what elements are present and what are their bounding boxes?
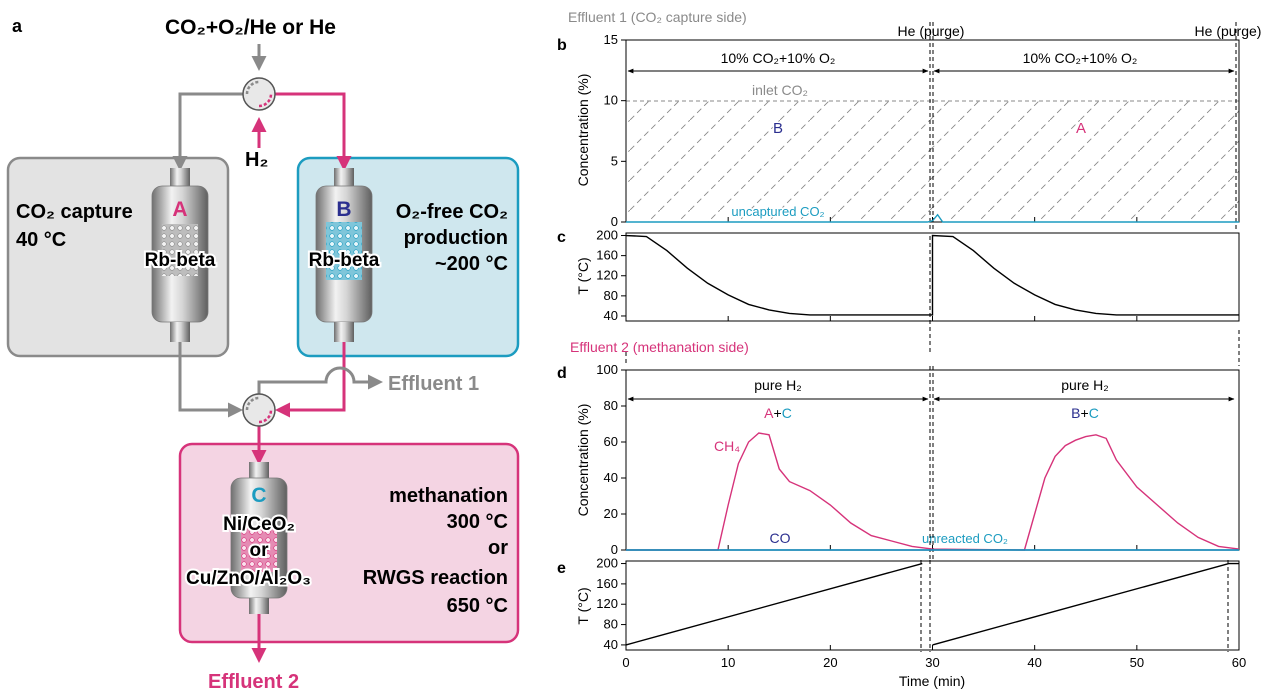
- plot-axes: 1510502001601208040100806040200200160120…: [596, 22, 1246, 670]
- reactor-b-letter: B: [336, 198, 351, 221]
- ytick-label-b: 0: [611, 214, 618, 229]
- effluent1-title: Effluent 1 (CO₂ capture side): [568, 9, 747, 25]
- ylabel-d: Concentration (%): [575, 404, 591, 517]
- reactor-c-or: or: [250, 540, 270, 561]
- ylabel-c: T (°C): [575, 257, 591, 294]
- reactor-a: [151, 168, 209, 342]
- d-window1-label: pure H₂: [754, 377, 801, 393]
- ytick-label-c: 200: [596, 228, 618, 243]
- purge-label-2: He (purge): [1195, 23, 1262, 39]
- flow-lines: [172, 44, 383, 663]
- reactor-b-material: Rb-beta: [309, 250, 380, 271]
- ytick-label-b: 10: [604, 93, 618, 108]
- ytick-label-d: 20: [604, 506, 618, 521]
- inlet-co2-label: inlet CO₂: [752, 82, 808, 98]
- xtick-label: 30: [925, 655, 939, 670]
- ytick-label-e: 80: [604, 617, 618, 632]
- methanation-line5: 650 °C: [447, 595, 508, 617]
- reactor-c-material2: Cu/ZnO/Al₂O₃: [186, 568, 311, 589]
- b-region1-label: B: [773, 120, 783, 137]
- reactor-c: [230, 462, 288, 614]
- co-label: CO: [770, 530, 791, 546]
- xtick-label: 60: [1232, 655, 1246, 670]
- capture-title: CO₂ capture: [16, 201, 133, 223]
- purge-label-1: He (purge): [898, 23, 965, 39]
- inlet-co2-hatch: [626, 101, 1239, 222]
- methanation-line4: RWGS reaction: [363, 567, 508, 589]
- ytick-label-c: 160: [596, 248, 618, 263]
- frame-e: [625, 560, 1240, 651]
- ytick-label-d: 0: [611, 542, 618, 557]
- xtick-label: 0: [622, 655, 629, 670]
- series-c-0: [625, 234, 1239, 316]
- reactor-c-material1: Ni/CeO₂: [223, 514, 295, 535]
- ytick-label-b: 5: [611, 153, 618, 168]
- xlabel: Time (min): [899, 673, 965, 689]
- xtick-label: 20: [823, 655, 837, 670]
- series-e-0: [625, 562, 1239, 646]
- effluent1-label: Effluent 1: [388, 373, 479, 395]
- panel-label-b: b: [557, 37, 567, 54]
- xtick-label: 40: [1027, 655, 1041, 670]
- ytick-label-e: 40: [604, 637, 618, 652]
- ylabel-b: Concentration (%): [575, 74, 591, 187]
- d-label-2: B+C: [1071, 405, 1099, 421]
- panel-label-e: e: [557, 560, 566, 577]
- b-region2-label: A: [1076, 120, 1086, 137]
- effluent2-title: Effluent 2 (methanation side): [570, 339, 749, 355]
- reactor-c-letter: C: [251, 484, 266, 507]
- series-b-1: [626, 213, 1239, 223]
- capture-temp: 40 °C: [16, 229, 66, 251]
- h2-label: H₂: [245, 149, 268, 171]
- d-label-1: A+C: [764, 405, 792, 421]
- ytick-label-b: 15: [604, 32, 618, 47]
- ytick-label-d: 60: [604, 434, 618, 449]
- production-line1: O₂-free CO₂: [396, 201, 508, 223]
- uncaptured-co2-label: uncaptured CO₂: [731, 204, 824, 219]
- b-window1-label: 10% CO₂+10% O₂: [721, 50, 836, 66]
- ytick-label-d: 40: [604, 470, 618, 485]
- panel-label-c: c: [557, 229, 566, 246]
- methanation-line2: 300 °C: [447, 511, 508, 533]
- reactor-b: [315, 168, 373, 342]
- ylabel-e: T (°C): [575, 587, 591, 624]
- effluent2-label: Effluent 2: [208, 671, 299, 690]
- panel-label-a: a: [12, 16, 23, 36]
- ytick-label-e: 160: [596, 576, 618, 591]
- ytick-label-e: 200: [596, 556, 618, 571]
- production-line2: production: [404, 227, 508, 249]
- reactor-a-material: Rb-beta: [145, 250, 216, 271]
- xtick-label: 50: [1130, 655, 1144, 670]
- reactor-a-letter: A: [172, 198, 187, 221]
- methanation-line1: methanation: [389, 485, 508, 507]
- d-window2-label: pure H₂: [1061, 377, 1108, 393]
- ytick-label-c: 80: [604, 288, 618, 303]
- plot-curves: [625, 213, 1240, 646]
- ytick-label-c: 40: [604, 308, 618, 323]
- valve-bottom: [242, 393, 276, 427]
- b-window2-label: 10% CO₂+10% O₂: [1023, 50, 1138, 66]
- valve-top: [242, 77, 276, 111]
- ytick-label-d: 80: [604, 398, 618, 413]
- ytick-label-e: 120: [596, 596, 618, 611]
- methanation-line3: or: [488, 537, 508, 559]
- unreacted-co2-label: unreacted CO₂: [922, 531, 1008, 546]
- production-line3: ~200 °C: [435, 253, 508, 275]
- xtick-label: 10: [721, 655, 735, 670]
- feed-label: CO₂+O₂/He or He: [165, 16, 336, 39]
- ytick-label-c: 120: [596, 268, 618, 283]
- plots-panel: Effluent 1 (CO₂ capture side) Effluent 2…: [557, 9, 1261, 689]
- ytick-label-d: 100: [596, 362, 618, 377]
- panel-label-d: d: [557, 365, 567, 382]
- ch4-label: CH₄: [714, 438, 740, 454]
